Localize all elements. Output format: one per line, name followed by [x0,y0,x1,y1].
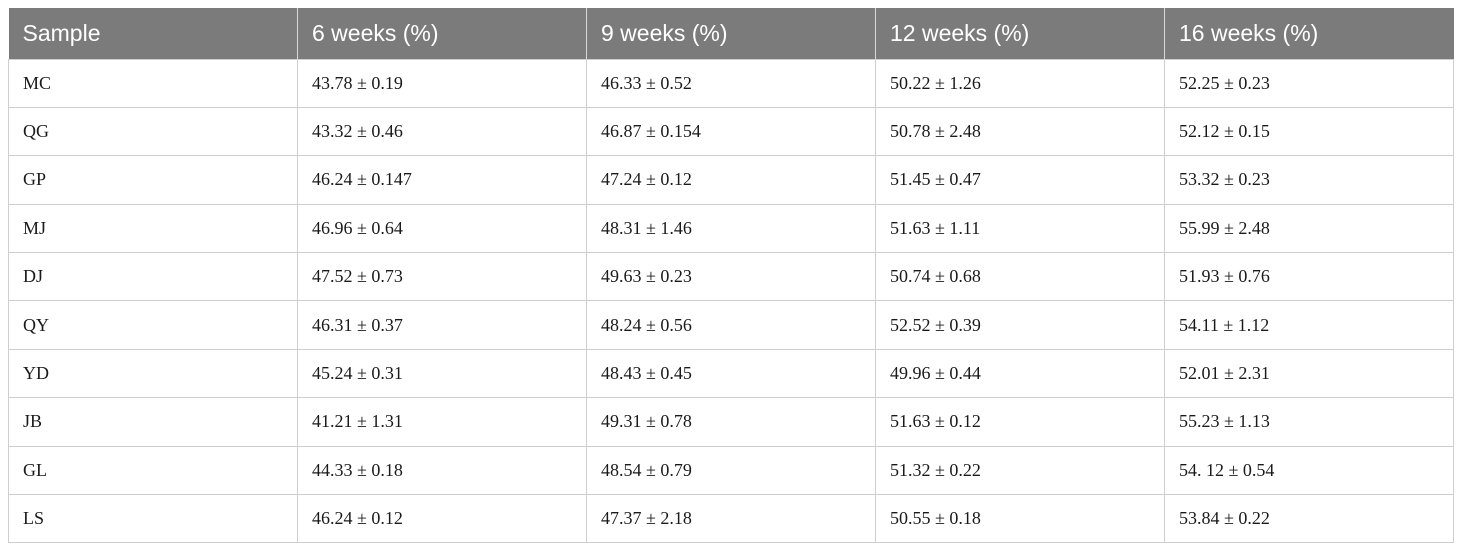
table-row: GL 44.33 ± 0.18 48.54 ± 0.79 51.32 ± 0.2… [8,445,1454,496]
table-body: MC 43.78 ± 0.19 46.33 ± 0.52 50.22 ± 1.2… [8,58,1454,544]
header-row: Sample 6 weeks (%) 9 weeks (%) 12 weeks … [8,8,1454,59]
cell-sample: LS [8,494,298,544]
header-12-weeks: 12 weeks (%) [875,8,1165,59]
cell-9-weeks: 48.54 ± 0.79 [586,445,876,496]
cell-6-weeks: 43.78 ± 0.19 [297,58,587,108]
cell-sample: YD [8,348,298,399]
cell-12-weeks: 51.63 ± 0.12 [875,397,1165,447]
cell-16-weeks: 52.01 ± 2.31 [1164,348,1454,399]
cell-sample: DJ [8,252,298,302]
cell-6-weeks: 47.52 ± 0.73 [297,252,587,302]
table-row: QG 43.32 ± 0.46 46.87 ± 0.154 50.78 ± 2.… [8,106,1454,157]
data-table: Sample 6 weeks (%) 9 weeks (%) 12 weeks … [8,8,1454,544]
table-row: JB 41.21 ± 1.31 49.31 ± 0.78 51.63 ± 0.1… [8,397,1454,447]
cell-12-weeks: 50.78 ± 2.48 [875,106,1165,157]
cell-sample: GL [8,445,298,496]
cell-6-weeks: 46.24 ± 0.12 [297,494,587,544]
cell-12-weeks: 50.22 ± 1.26 [875,58,1165,108]
cell-sample: MC [8,58,298,108]
table-row: MC 43.78 ± 0.19 46.33 ± 0.52 50.22 ± 1.2… [8,58,1454,108]
cell-16-weeks: 55.99 ± 2.48 [1164,203,1454,254]
cell-sample: MJ [8,203,298,254]
cell-9-weeks: 48.31 ± 1.46 [586,203,876,254]
cell-12-weeks: 50.55 ± 0.18 [875,494,1165,544]
cell-12-weeks: 49.96 ± 0.44 [875,348,1165,399]
cell-sample: QG [8,106,298,157]
cell-12-weeks: 50.74 ± 0.68 [875,252,1165,302]
cell-16-weeks: 51.93 ± 0.76 [1164,252,1454,302]
table-row: MJ 46.96 ± 0.64 48.31 ± 1.46 51.63 ± 1.1… [8,203,1454,254]
cell-9-weeks: 49.63 ± 0.23 [586,252,876,302]
header-6-weeks: 6 weeks (%) [297,8,587,59]
cell-16-weeks: 55.23 ± 1.13 [1164,397,1454,447]
cell-9-weeks: 48.43 ± 0.45 [586,348,876,399]
cell-9-weeks: 49.31 ± 0.78 [586,397,876,447]
cell-16-weeks: 54. 12 ± 0.54 [1164,445,1454,496]
header-16-weeks: 16 weeks (%) [1164,8,1454,59]
cell-12-weeks: 51.63 ± 1.11 [875,203,1165,254]
cell-6-weeks: 44.33 ± 0.18 [297,445,587,496]
table-row: QY 46.31 ± 0.37 48.24 ± 0.56 52.52 ± 0.3… [8,300,1454,350]
cell-16-weeks: 53.32 ± 0.23 [1164,155,1454,205]
header-9-weeks: 9 weeks (%) [586,8,876,59]
cell-12-weeks: 51.32 ± 0.22 [875,445,1165,496]
cell-16-weeks: 54.11 ± 1.12 [1164,300,1454,350]
cell-12-weeks: 51.45 ± 0.47 [875,155,1165,205]
table-row: DJ 47.52 ± 0.73 49.63 ± 0.23 50.74 ± 0.6… [8,252,1454,302]
table-header: Sample 6 weeks (%) 9 weeks (%) 12 weeks … [8,8,1454,59]
header-sample: Sample [8,8,298,59]
cell-6-weeks: 41.21 ± 1.31 [297,397,587,447]
table-row: GP 46.24 ± 0.147 47.24 ± 0.12 51.45 ± 0.… [8,155,1454,205]
cell-6-weeks: 46.24 ± 0.147 [297,155,587,205]
cell-16-weeks: 53.84 ± 0.22 [1164,494,1454,544]
cell-6-weeks: 46.96 ± 0.64 [297,203,587,254]
table-row: LS 46.24 ± 0.12 47.37 ± 2.18 50.55 ± 0.1… [8,494,1454,544]
cell-6-weeks: 43.32 ± 0.46 [297,106,587,157]
cell-9-weeks: 47.37 ± 2.18 [586,494,876,544]
cell-12-weeks: 52.52 ± 0.39 [875,300,1165,350]
cell-9-weeks: 46.33 ± 0.52 [586,58,876,108]
cell-6-weeks: 45.24 ± 0.31 [297,348,587,399]
cell-6-weeks: 46.31 ± 0.37 [297,300,587,350]
cell-sample: JB [8,397,298,447]
cell-9-weeks: 47.24 ± 0.12 [586,155,876,205]
cell-sample: GP [8,155,298,205]
cell-9-weeks: 46.87 ± 0.154 [586,106,876,157]
cell-9-weeks: 48.24 ± 0.56 [586,300,876,350]
cell-sample: QY [8,300,298,350]
cell-16-weeks: 52.12 ± 0.15 [1164,106,1454,157]
table-row: YD 45.24 ± 0.31 48.43 ± 0.45 49.96 ± 0.4… [8,348,1454,399]
cell-16-weeks: 52.25 ± 0.23 [1164,58,1454,108]
